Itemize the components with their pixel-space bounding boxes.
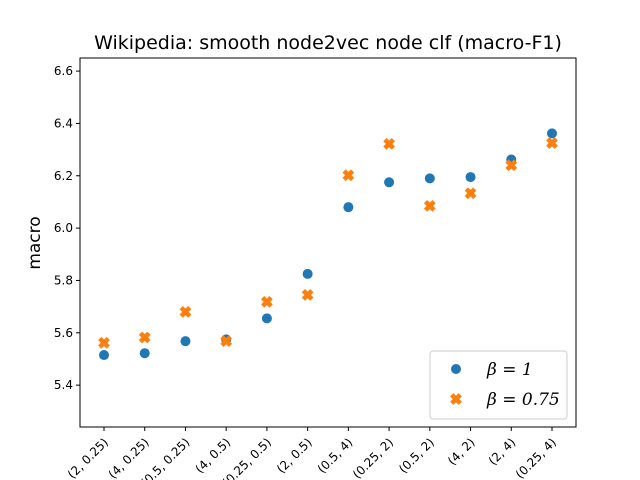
x-tick-label: (0.25, 2) <box>350 435 396 480</box>
y-tick-label: 5.4 <box>54 378 73 392</box>
x-tick-label: (2, 4) <box>486 435 519 468</box>
x-tick-label: (0.5, 4) <box>315 435 356 476</box>
data-point-series-1 <box>547 128 557 139</box>
plot-area <box>79 57 577 428</box>
data-point-series-2 <box>383 137 395 150</box>
data-point-series-1 <box>99 350 109 361</box>
legend-marker-x <box>450 393 462 405</box>
plot-frame <box>79 57 577 428</box>
y-tick-label: 6.6 <box>54 64 73 78</box>
x-tick-label: (4, 0.5) <box>192 435 233 476</box>
y-tick-label: 6.2 <box>54 169 73 183</box>
y-tick-label: 5.6 <box>54 326 73 340</box>
series-1 <box>99 128 557 361</box>
data-point-series-2 <box>220 335 233 348</box>
data-point-series-1 <box>343 202 354 213</box>
data-point-series-1 <box>139 348 150 359</box>
legend-label: β = 1 <box>486 360 533 380</box>
legend-label: β = 0.75 <box>486 390 560 410</box>
x-tick-label: (4, 2) <box>445 435 478 468</box>
legend-marker-circle <box>451 364 461 374</box>
data-point-series-1 <box>261 313 272 324</box>
data-point-series-2 <box>179 305 192 318</box>
y-axis-label: macro <box>25 216 45 269</box>
data-point-series-1 <box>465 172 476 183</box>
x-tick-label: (0.5, 2) <box>396 435 437 476</box>
chart-title: Wikipedia: smooth node2vec node clf (mac… <box>94 32 562 54</box>
x-tick-label: (2, 0.5) <box>274 435 315 476</box>
data-point-series-2 <box>342 169 355 182</box>
x-axis: (2, 0.25)(4, 0.25)(0.5, 0.25) (4, 0.5)(0.… <box>65 427 559 480</box>
data-point-series-2 <box>98 336 110 349</box>
data-point-series-2 <box>464 187 477 200</box>
legend-box <box>429 350 568 420</box>
data-point-series-2 <box>138 331 151 344</box>
data-point-series-2 <box>546 137 558 149</box>
data-series <box>98 128 558 361</box>
data-point-series-2 <box>261 296 273 308</box>
y-tick-label: 6.0 <box>54 221 73 235</box>
y-tick-label: 6.4 <box>54 116 73 130</box>
data-point-series-1 <box>180 336 191 347</box>
y-axis: 5.4 5.6 5.8 6.0 6.2 6.4 6.6 <box>54 64 80 392</box>
data-point-series-1 <box>424 173 435 184</box>
x-tick-label: (2, 0.25) <box>65 435 111 480</box>
data-point-series-2 <box>423 199 436 212</box>
data-point-series-1 <box>384 177 395 188</box>
series-2 <box>98 137 558 349</box>
y-tick-label: 5.8 <box>54 273 73 287</box>
data-point-series-1 <box>302 268 313 279</box>
data-point-series-2 <box>301 288 314 301</box>
data-point-series-2 <box>505 159 518 172</box>
legend: β = 1 β = 0.75 <box>429 350 568 420</box>
x-tick-label: (0.25, 4) <box>513 435 559 480</box>
